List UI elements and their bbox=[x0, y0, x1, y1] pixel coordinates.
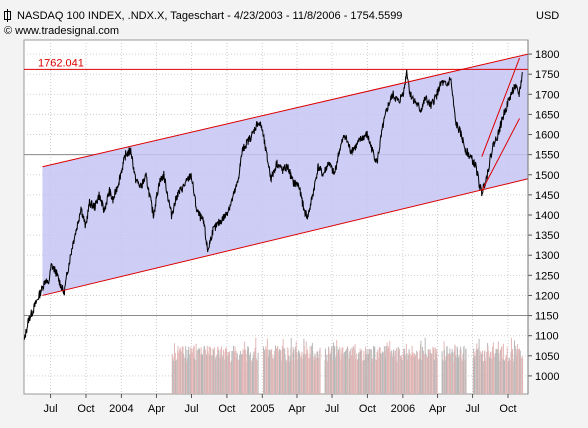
x-tick-label: Jul bbox=[44, 403, 58, 415]
channel-upper-line bbox=[481, 57, 520, 157]
y-tick-label: 1300 bbox=[535, 250, 559, 262]
candlestick-icon bbox=[4, 9, 11, 22]
y-tick-label: 1150 bbox=[535, 311, 559, 323]
y-tick-label: 1750 bbox=[535, 69, 559, 81]
y-tick-label: 1250 bbox=[535, 270, 559, 282]
volume-layer bbox=[171, 337, 524, 394]
x-tick-label: 2006 bbox=[391, 403, 415, 415]
x-tick-label: 2005 bbox=[250, 403, 274, 415]
x-tick-label: Oct bbox=[359, 403, 376, 415]
x-tick-label: Apr bbox=[148, 403, 165, 415]
x-tick-label: Jul bbox=[325, 403, 339, 415]
y-tick-label: 1550 bbox=[535, 150, 559, 162]
x-tick-label: Apr bbox=[429, 403, 446, 415]
channel-fill bbox=[42, 54, 528, 296]
channel-lower-line bbox=[42, 178, 529, 296]
x-tick-label: Oct bbox=[218, 403, 235, 415]
y-tick-label: 1200 bbox=[535, 290, 559, 302]
chart-title: NASDAQ 100 INDEX, .NDX.X, Tageschart - 4… bbox=[17, 10, 403, 22]
chart-header: NASDAQ 100 INDEX, .NDX.X, Tageschart - 4… bbox=[0, 0, 588, 40]
y-tick-label: 1450 bbox=[535, 190, 559, 202]
y-tick-label: 1700 bbox=[535, 89, 559, 101]
channel-upper-line bbox=[42, 53, 529, 168]
x-tick-label: Apr bbox=[288, 403, 305, 415]
y-tick-label: 1000 bbox=[535, 371, 559, 383]
channel-layer bbox=[42, 54, 528, 296]
y-tick-label: 1500 bbox=[535, 170, 559, 182]
y-tick-label: 1350 bbox=[535, 230, 559, 242]
x-axis: Jul Oct 2004 Apr Jul Oct 2005 Apr Jul Oct 2006 Apr J… bbox=[44, 394, 517, 415]
y-tick-label: 1650 bbox=[535, 109, 559, 121]
resistance-label: 1762.041 bbox=[38, 57, 84, 69]
currency-label: USD bbox=[536, 10, 560, 22]
y-tick-label: 1400 bbox=[535, 210, 559, 222]
channel-lower-line bbox=[481, 118, 520, 192]
y-axis: 1000 1050 1100 1150 1200 1250 1300 1350 1400 1450… bbox=[527, 40, 559, 394]
y-tick-label: 1050 bbox=[535, 351, 559, 363]
x-tick-label: Jul bbox=[184, 403, 198, 415]
y-tick-label: 1100 bbox=[535, 331, 559, 343]
price-layer bbox=[23, 69, 524, 341]
x-tick-label: 2004 bbox=[109, 403, 133, 415]
copyright-text: © www.tradesignal.com bbox=[4, 25, 120, 37]
price-series-line bbox=[23, 69, 524, 341]
chart-title-row: NASDAQ 100 INDEX, .NDX.X, Tageschart - 4… bbox=[4, 9, 403, 22]
overlay-layer: 1762.041 bbox=[24, 53, 529, 296]
y-tick-label: 1800 bbox=[535, 49, 559, 61]
y-tick-label: 1600 bbox=[535, 130, 559, 142]
x-tick-label: Jul bbox=[466, 403, 480, 415]
x-tick-label: Oct bbox=[77, 403, 94, 415]
x-tick-label: Oct bbox=[499, 403, 516, 415]
